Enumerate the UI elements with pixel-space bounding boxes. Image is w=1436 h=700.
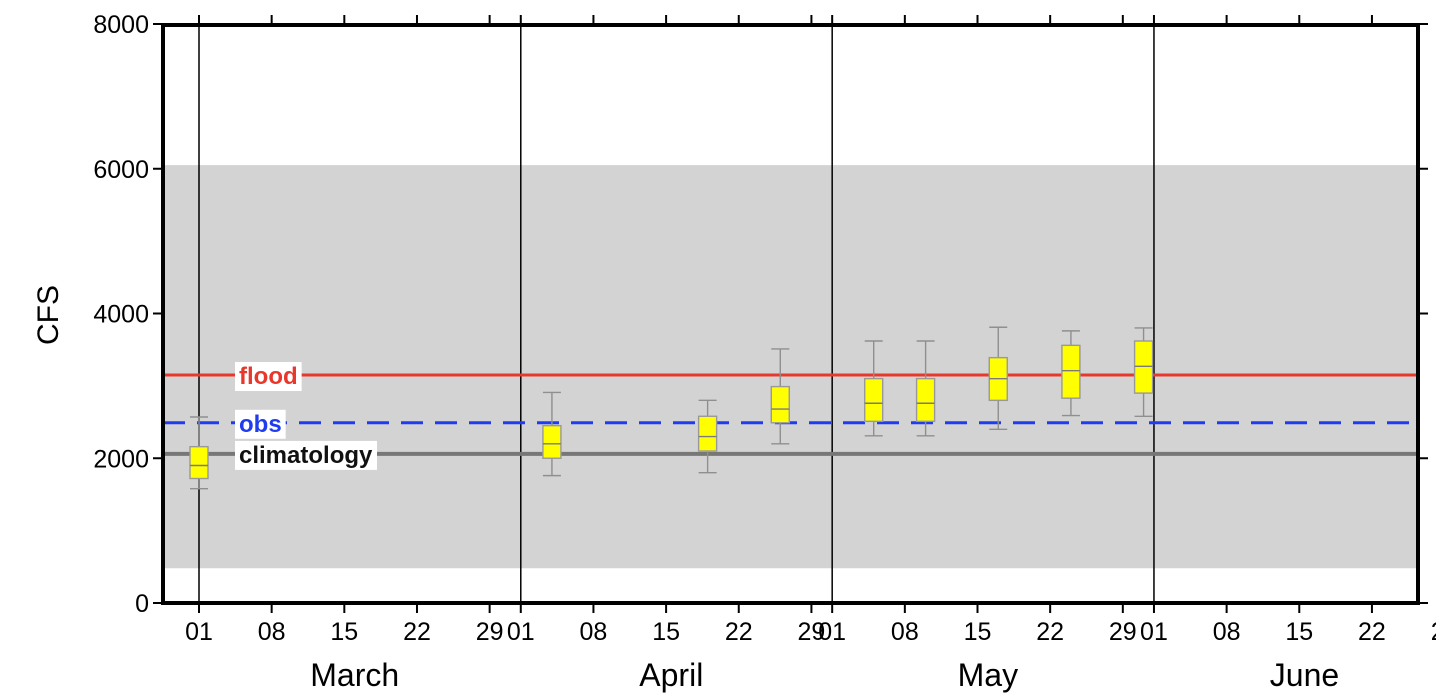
month-label: May	[958, 657, 1018, 693]
x-tick-label: 15	[652, 618, 680, 646]
box	[1061, 344, 1081, 399]
box	[189, 445, 209, 480]
x-tick-label: 01	[818, 618, 846, 646]
box	[915, 377, 936, 423]
x-tick-label: 29	[1109, 618, 1137, 646]
box	[542, 424, 562, 459]
y-tick-label: 8000	[93, 11, 149, 39]
flood-label-background	[235, 362, 302, 392]
x-tick-label: 08	[1213, 618, 1241, 646]
y-tick-label: 6000	[93, 156, 149, 184]
x-tick-label: 29	[798, 618, 826, 646]
x-tick-label: 15	[330, 618, 358, 646]
x-tick-label: 01	[185, 618, 213, 646]
y-tick-label: 4000	[93, 301, 149, 329]
obs-label-group: obs	[235, 409, 286, 439]
climatology-band	[163, 165, 1418, 569]
x-tick-label: 08	[580, 618, 608, 646]
x-tick-label: 08	[891, 618, 919, 646]
chart-marks: flood obs climatology 0 2000 4000 6000 8000 01 08…	[93, 11, 1436, 693]
climatology-label-background	[235, 440, 378, 470]
x-tick-label: 22	[1358, 618, 1386, 646]
box	[697, 415, 718, 452]
x-tick-label: 01	[507, 618, 535, 646]
box	[1133, 340, 1154, 394]
x-tick-label: 22	[403, 618, 431, 646]
month-label: April	[639, 657, 703, 693]
month-label: March	[310, 657, 399, 693]
climatology-label: climatology	[239, 442, 373, 469]
y-axis-label: CFS	[32, 285, 65, 345]
x-tick-label: 15	[964, 618, 992, 646]
obs-label-background	[235, 409, 286, 439]
x-tick-label: 08	[258, 618, 286, 646]
x-tick-label: 22	[1036, 618, 1064, 646]
x-tick-label: 29	[476, 618, 504, 646]
obs-label: obs	[239, 411, 282, 438]
climatology-label-group: climatology	[235, 440, 378, 470]
plot-frame	[161, 23, 1420, 605]
x-tick-label: 01	[1140, 618, 1168, 646]
flood-label-group: flood	[235, 362, 302, 392]
flood-label: flood	[239, 363, 298, 390]
y-tick-label: 2000	[93, 445, 149, 473]
x-tick-label: 15	[1285, 618, 1313, 646]
box	[864, 377, 884, 423]
box	[770, 385, 790, 424]
month-label: June	[1270, 657, 1339, 693]
x-tick-label: 29	[1431, 618, 1436, 646]
x-tick-label: 22	[725, 618, 753, 646]
y-tick-label: 0	[135, 590, 149, 618]
